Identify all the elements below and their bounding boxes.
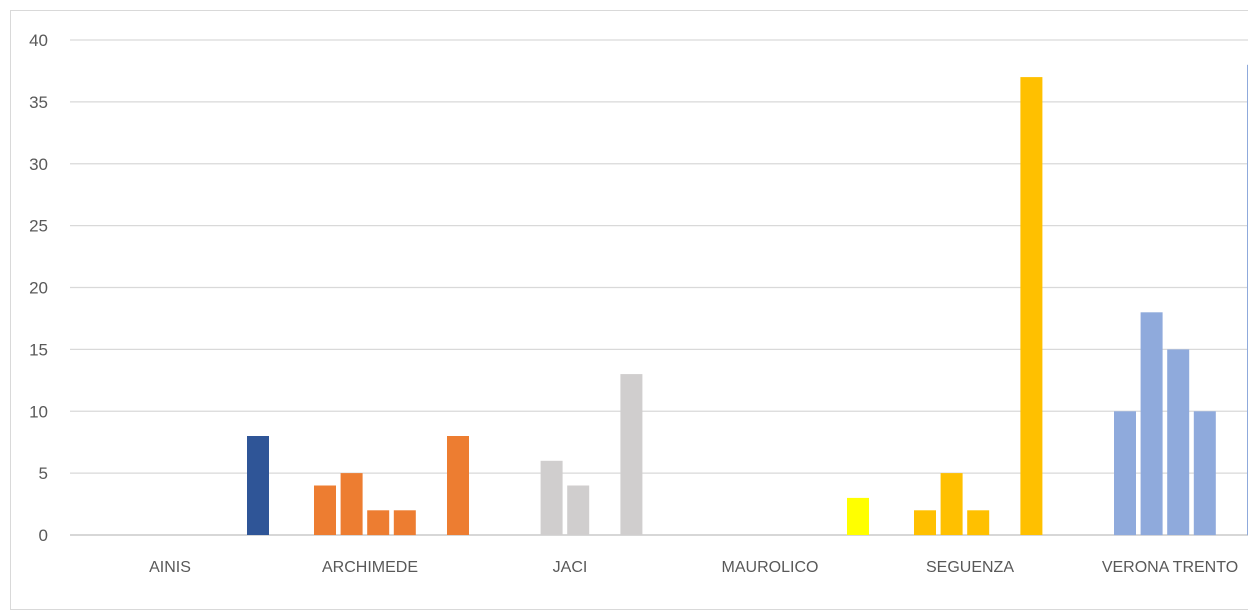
y-tick-label: 10 [29,402,48,421]
y-tick-label: 30 [29,155,48,174]
bar-verona-trento-2 [1167,349,1190,535]
x-category-label: AINIS [149,559,191,576]
y-tick-label: 35 [29,93,48,112]
x-category-label: SEGUENZA [926,559,1014,576]
y-tick-label: 0 [39,526,48,545]
bar-chart: 0 5 10 15 20 25 30 35 40 AINIS ARCHIMEDE JACI MAUROL… [29,31,1248,576]
bar-seguenza-1 [940,473,963,535]
bar-archimede-0 [314,485,336,535]
bar-verona-trento-3 [1193,411,1216,536]
bar-archimede-3 [393,510,416,536]
bar-jaci-2 [567,485,590,535]
y-tick-label: 40 [29,31,48,50]
bar-verona-trento-1 [1140,312,1163,536]
bar-archimede-2 [367,510,390,536]
bar-jaci-4 [620,374,643,535]
x-category-label: JACI [553,559,588,576]
bar-jaci-1 [540,460,563,536]
y-tick-label: 25 [29,217,48,236]
bar-ainis-5 [247,436,269,535]
x-category-label: MAUROLICO [722,559,819,576]
y-tick-label: 20 [29,279,48,298]
bar-seguenza-2 [967,510,990,536]
bar-verona-trento-0 [1114,411,1136,536]
y-tick-label: 15 [29,340,48,359]
x-category-label: VERONA TRENTO [1102,559,1238,576]
x-category-label: ARCHIMEDE [322,559,418,576]
bar-maurolico-5 [847,497,869,535]
bar-archimede-5 [447,436,469,535]
bar-seguenza-4 [1020,77,1043,535]
y-tick-label: 5 [39,464,48,483]
bar-archimede-1 [340,473,363,535]
bar-seguenza-0 [914,510,936,536]
